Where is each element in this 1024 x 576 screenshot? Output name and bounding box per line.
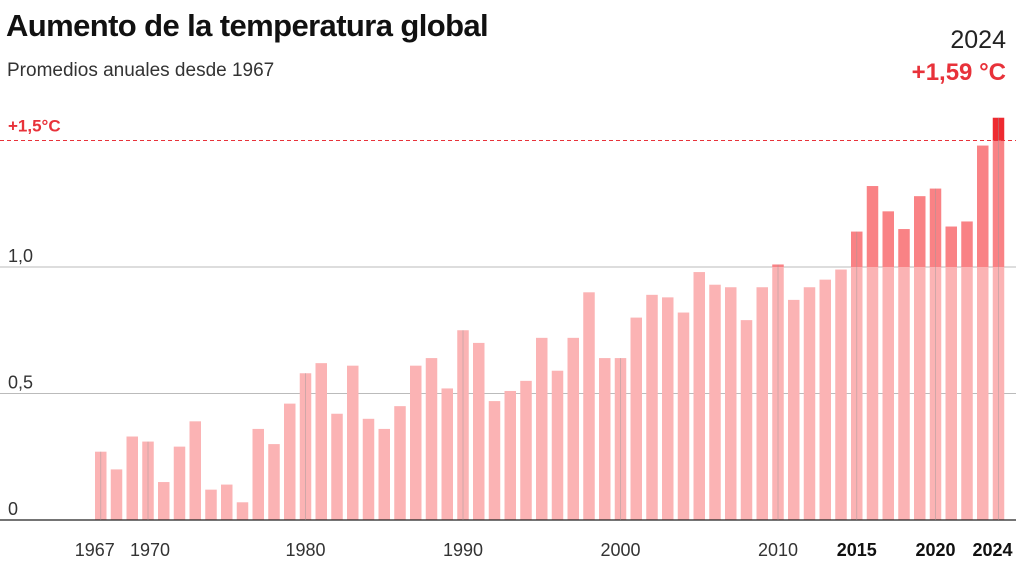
bar-1975 — [221, 484, 233, 520]
x-tick-label-2010: 2010 — [758, 540, 798, 560]
bar-2011 — [788, 299, 800, 520]
chart-overlay — [0, 117, 1016, 521]
bar-2021-lower — [945, 267, 957, 520]
bar-2018 — [898, 229, 910, 267]
gridlines — [0, 266, 1016, 394]
bar-2004 — [677, 312, 690, 520]
bar-2014 — [835, 269, 847, 520]
bar-1996 — [551, 370, 564, 520]
bar-1988 — [425, 358, 438, 520]
bar-2017 — [882, 211, 894, 267]
bar-1984 — [362, 418, 375, 520]
bar-1997 — [567, 337, 579, 520]
bar-2018-lower — [898, 267, 910, 520]
bar-1989 — [441, 388, 453, 520]
bar-2019 — [914, 196, 926, 267]
bar-1974 — [205, 489, 217, 520]
bar-2013 — [819, 279, 831, 520]
bar-1982 — [331, 413, 343, 520]
bar-2001 — [630, 317, 642, 520]
threshold-label: +1,5°C — [8, 117, 61, 136]
bar-1979 — [284, 403, 296, 520]
bar-1976 — [236, 502, 249, 520]
bar-2019-lower — [914, 267, 926, 520]
bar-2009 — [756, 287, 768, 520]
tick-labels: 0 0,5 1,0 +1,5°C 1967 1970 1980 1990 2000 2010 201… — [8, 117, 1013, 561]
bar-1994 — [520, 380, 532, 520]
chart-title: Aumento de la temperatura global — [6, 8, 489, 43]
bar-1971 — [158, 482, 170, 520]
bar-2006 — [709, 284, 721, 520]
bar-1987 — [410, 365, 422, 520]
bar-2021 — [945, 226, 957, 267]
bar-1973 — [189, 421, 201, 520]
bar-1981 — [315, 363, 327, 520]
bar-1986 — [394, 406, 406, 520]
callout-year: 2024 — [950, 26, 1006, 54]
bar-2005 — [693, 272, 705, 520]
y-tick-label-2: 1,0 — [8, 246, 33, 266]
bar-2023 — [977, 145, 989, 267]
bar-1991 — [473, 342, 485, 520]
x-tick-label-1980: 1980 — [285, 540, 325, 560]
x-tick-label-2000: 2000 — [600, 540, 640, 560]
x-tick-label-2015: 2015 — [837, 540, 877, 560]
chart-subtitle: Promedios anuales desde 1967 — [7, 60, 275, 81]
bar-2017-lower — [882, 267, 894, 520]
bar-2008 — [740, 320, 753, 520]
x-tick-label-2020: 2020 — [915, 540, 955, 560]
bar-1992 — [488, 401, 501, 520]
bar-2007 — [725, 287, 737, 520]
bar-1968 — [110, 469, 123, 520]
bar-2022-lower — [961, 267, 973, 520]
bar-2022 — [961, 221, 973, 267]
bar-1969 — [126, 436, 138, 520]
bar-2016-lower — [866, 267, 879, 520]
bar-1993 — [504, 390, 516, 520]
x-tick-label-1990: 1990 — [443, 540, 483, 560]
x-tick-label-2024: 2024 — [972, 540, 1012, 560]
y-tick-label-1: 0,5 — [8, 373, 33, 393]
x-tick-label-1970: 1970 — [130, 540, 170, 560]
bar-2002 — [646, 294, 658, 520]
bar-2012 — [803, 287, 816, 520]
bar-1999 — [599, 358, 611, 520]
callout-value: +1,59 °C — [911, 59, 1006, 86]
bar-1978 — [268, 444, 280, 520]
bar-1995 — [536, 337, 548, 520]
bar-1998 — [583, 292, 595, 520]
bar-1985 — [378, 428, 390, 520]
bar-1977 — [252, 428, 264, 520]
y-tick-label-0: 0 — [8, 499, 18, 519]
bar-2016 — [866, 186, 879, 267]
bar-1983 — [347, 365, 359, 520]
bar-2003 — [662, 297, 674, 520]
bar-1972 — [173, 446, 186, 520]
x-tick-label-1967: 1967 — [75, 540, 115, 560]
bar-2023-lower — [977, 267, 989, 520]
bars — [95, 117, 1005, 520]
